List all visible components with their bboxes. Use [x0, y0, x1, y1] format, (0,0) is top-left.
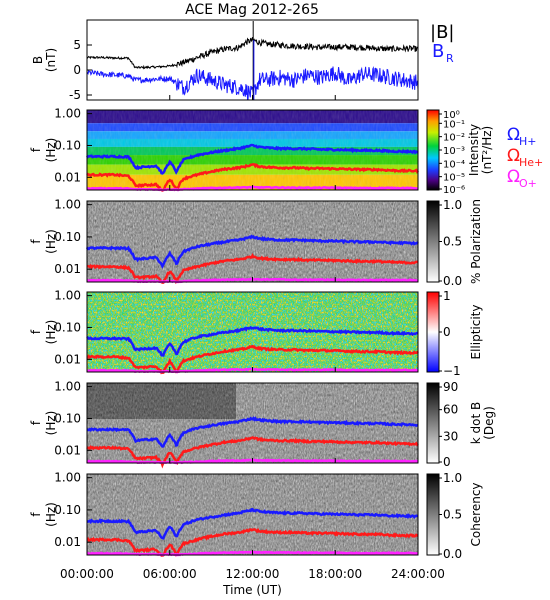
f-ytick-label: 1.00 [54, 198, 81, 212]
colorbar-tick-label: 10⁻⁴ [443, 159, 465, 170]
f-ylabel: f [29, 420, 43, 425]
colorbar-tick-label: 0.0 [443, 547, 462, 561]
colorbar-tick-label: 1 [443, 289, 451, 303]
series-line-0 [86, 37, 419, 70]
f-ylabel-units: (Hz) [44, 229, 58, 254]
colorbar-tick-label: 1.0 [443, 471, 462, 485]
colorbar-label: k dot B [469, 402, 483, 444]
f-ytick-label: 0.10 [54, 320, 81, 334]
f-ytick-label: 0.10 [54, 230, 81, 244]
colorbar-3 [426, 291, 440, 373]
f-ytick-label: 0.10 [54, 138, 81, 152]
chart-title: ACE Mag 2012-265 [185, 2, 319, 18]
gyro-he-line [86, 163, 419, 192]
colorbar-tick-label: 0 [443, 455, 451, 469]
legend-gyro-symbol: Ω [507, 125, 520, 145]
gyro-h-line [86, 143, 419, 175]
f-ylabel-units: (Hz) [44, 138, 58, 163]
f-ytick-label: 0.10 [54, 411, 81, 425]
x-tick-label: 06:00:00 [143, 567, 197, 581]
spectrogram-panel-2 [85, 200, 442, 285]
colorbar-tick-label: 10⁻² [443, 133, 465, 144]
b-ytick-label-0: 5 [73, 38, 81, 52]
gyro-he-line [86, 344, 419, 375]
f-ytick-label: 0.01 [54, 170, 81, 184]
gyro-h-line [86, 416, 419, 448]
f-ytick-label: 1.00 [54, 289, 81, 303]
colorbar-tick-label: 30 [443, 429, 458, 443]
colorbar-1 [426, 109, 440, 191]
colorbar-tick-label: 10⁰ [443, 110, 460, 121]
colorbar-tick-label: 10⁻³ [443, 146, 465, 157]
f-ylabel-units: (Hz) [44, 320, 58, 345]
f-ytick-label: 0.01 [54, 535, 81, 549]
spectrogram-panel-1 [86, 109, 442, 192]
legend-bmag: |B| [430, 22, 454, 43]
colorbar-2 [426, 200, 440, 283]
legend-gyro-sub: He+ [519, 156, 543, 169]
f-ylabel: f [29, 329, 43, 334]
f-ytick-label: 0.01 [54, 352, 81, 366]
x-axis-label: Time (UT) [222, 583, 282, 597]
f-ytick-label: 1.00 [54, 471, 81, 485]
colorbar-label: % Polarization [469, 199, 483, 284]
gyro-he-line [86, 253, 419, 285]
f-ytick-label: 0.10 [54, 503, 81, 517]
colorbar-tick-label: 0 [443, 325, 451, 339]
colorbar-tick-label: 0.5 [443, 235, 462, 249]
legend-gyro-sub: H+ [519, 135, 537, 148]
f-ylabel: f [29, 512, 43, 517]
f-ylabel: f [29, 147, 43, 152]
gyro-h-line [86, 325, 419, 357]
colorbar-4 [426, 382, 440, 464]
spectrogram-panel-5 [86, 473, 442, 557]
b-ylabel: B [31, 56, 45, 64]
colorbar-label: Intensity [467, 124, 481, 176]
colorbar-tick-label: 10⁻⁶ [443, 185, 465, 196]
b-ytick-label-1: 0 [73, 63, 81, 77]
f-ytick-label: 0.01 [54, 262, 81, 276]
legend-br-sub: R [446, 52, 454, 65]
b-ytick-label-2: -5 [69, 88, 81, 102]
series-line-1 [86, 65, 419, 100]
spectrogram-panel-3 [86, 291, 442, 375]
legend-gyro-symbol: Ω [507, 146, 520, 166]
colorbar-label: Coherency [469, 482, 483, 546]
f-ylabel-units: (Hz) [44, 411, 58, 436]
f-ytick-label: 1.00 [54, 107, 81, 121]
gyro-h-line [85, 234, 419, 269]
legend-gyro-symbol: Ω [507, 167, 520, 187]
b-field-panel-bg [87, 20, 418, 100]
legend-br: B [432, 41, 444, 62]
gyro-he-line [86, 436, 419, 469]
f-ytick-label: 0.01 [54, 443, 81, 457]
kdotb-dark-region [87, 383, 236, 419]
colorbar-tick-label: 0.0 [443, 274, 462, 288]
colorbar-tick-label: 10⁻⁵ [443, 173, 465, 184]
f-ylabel: f [29, 239, 43, 244]
colorbar-tick-label: 10⁻¹ [443, 119, 465, 130]
x-tick-label: 24:00:00 [391, 567, 445, 581]
colorbar-tick-label: 60 [443, 403, 458, 417]
colorbar-tick-label: 1.0 [443, 198, 462, 212]
spectrogram-panel-4 [86, 382, 442, 469]
gyro-he-line [86, 527, 419, 557]
colorbar-label: Ellipticity [469, 305, 483, 360]
colorbar-label-units: (Deg) [482, 406, 496, 440]
x-tick-label: 00:00:00 [60, 567, 114, 581]
b-ylabel-units: (nT) [44, 48, 58, 72]
f-ylabel-units: (Hz) [44, 502, 58, 527]
x-tick-label: 18:00:00 [308, 567, 362, 581]
colorbar-label-units: (nT²/Hz) [480, 126, 494, 174]
colorbar-tick-label: 90 [443, 380, 458, 394]
colorbar-5 [426, 473, 440, 556]
legend-gyro-sub: O+ [519, 177, 537, 190]
gyro-h-line [86, 507, 419, 540]
colorbar-tick-label: −1 [443, 364, 461, 378]
x-tick-label: 12:00:00 [226, 567, 280, 581]
colorbar-tick-label: 0.5 [443, 508, 462, 522]
f-ytick-label: 1.00 [54, 380, 81, 394]
